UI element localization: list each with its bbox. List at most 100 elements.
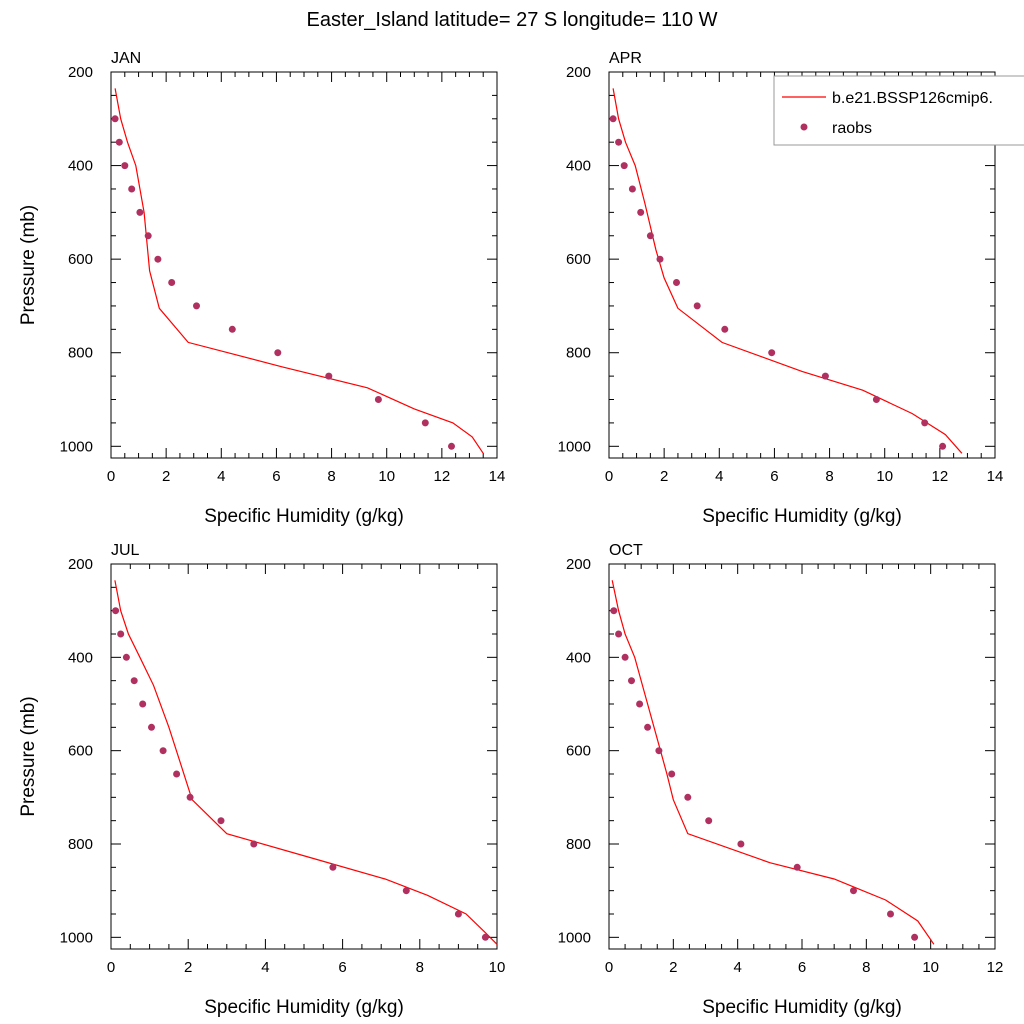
x-tick-label: 2 (669, 959, 677, 976)
x-tick-label: 8 (327, 468, 335, 485)
panel-jan: JAN 0 2 4 6 8 10 12 14 200 400 600 800 1000 Specific H… (18, 50, 505, 527)
obs-point (115, 138, 123, 146)
obs-point (325, 372, 333, 380)
obs-point (637, 208, 645, 216)
y-axis-label: Pressure (mb) (18, 696, 39, 816)
y-tick-label: 800 (68, 345, 93, 362)
legend-box (773, 75, 1024, 146)
obs-point (217, 817, 225, 825)
obs-point (646, 232, 654, 240)
x-tick-label: 6 (770, 468, 778, 485)
obs-point (737, 840, 745, 848)
x-tick-label: 12 (987, 959, 1004, 976)
obs-point (628, 677, 635, 685)
obs-point (656, 255, 664, 263)
y-tick-label: 400 (566, 158, 591, 175)
figure-title: Easter_Island latitude= 27 S longitude= … (306, 9, 717, 31)
x-tick-label: 14 (489, 468, 506, 485)
obs-point (850, 887, 857, 895)
y-tick-label: 1000 (60, 929, 93, 946)
x-tick-label: 6 (272, 468, 280, 485)
model-line (114, 88, 484, 454)
obs-point (721, 325, 729, 333)
obs-point (655, 747, 663, 755)
obs-point (128, 185, 136, 193)
obs-point (668, 770, 676, 778)
panel-title: JAN (111, 50, 141, 67)
y-tick-label: 600 (566, 251, 591, 268)
panel-title: APR (609, 50, 642, 67)
obs-point (673, 279, 680, 286)
model-line (612, 88, 963, 454)
obs-point (173, 770, 181, 778)
x-axis-label: Specific Humidity (g/kg) (702, 997, 902, 1018)
obs-point (620, 162, 628, 170)
obs-point (329, 863, 337, 871)
y-tick-label: 200 (566, 556, 591, 573)
obs-point (821, 372, 829, 380)
obs-point (122, 653, 130, 661)
y-tick-label: 1000 (60, 438, 93, 455)
obs-point (111, 115, 119, 123)
x-tick-label: 2 (660, 468, 668, 485)
x-tick-label: 10 (876, 468, 893, 485)
x-tick-label: 0 (107, 959, 115, 976)
obs-point (136, 208, 144, 216)
panels: JAN 0 2 4 6 8 10 12 14 200 400 600 800 1000 Specific H… (18, 50, 1003, 1018)
panel-oct: OCT 0 2 4 6 8 10 12 200 400 600 800 1000 Specific Hum… (558, 542, 1004, 1018)
y-tick-label: 200 (68, 556, 93, 573)
panel-apr: APR 0 2 4 6 8 10 12 14 200 400 600 800 1000 Specific H… (558, 50, 1004, 527)
y-tick-label: 800 (566, 836, 591, 853)
y-tick-label: 200 (68, 64, 93, 81)
obs-point (402, 887, 410, 895)
obs-point (374, 396, 382, 403)
obs-point (454, 910, 462, 918)
model-line (611, 580, 935, 945)
obs-point (139, 700, 147, 708)
x-tick-label: 8 (825, 468, 833, 485)
obs-point (644, 723, 652, 731)
x-tick-label: 12 (932, 468, 949, 485)
y-tick-label: 600 (68, 251, 93, 268)
x-tick-label: 2 (184, 959, 192, 976)
y-tick-label: 400 (68, 649, 93, 666)
y-tick-label: 800 (68, 836, 93, 853)
obs-point (148, 723, 155, 731)
panel-title: JUL (111, 542, 140, 559)
obs-point (768, 349, 776, 357)
obs-point (628, 185, 636, 193)
y-tick-label: 200 (566, 64, 591, 81)
x-tick-label: 4 (261, 959, 269, 976)
x-tick-label: 14 (987, 468, 1004, 485)
x-tick-label: 0 (605, 959, 613, 976)
obs-point (684, 793, 692, 801)
obs-point (887, 910, 894, 918)
obs-point (921, 419, 929, 427)
obs-point (872, 396, 880, 403)
x-tick-label: 6 (798, 959, 806, 976)
x-tick-label: 4 (733, 959, 741, 976)
legend-obs-marker (800, 123, 808, 131)
obs-point (615, 630, 623, 638)
y-tick-label: 600 (566, 743, 591, 760)
y-axis-label: Pressure (mb) (18, 205, 39, 325)
obs-point (250, 840, 258, 848)
panel-title: OCT (609, 542, 643, 559)
y-tick-label: 600 (68, 743, 93, 760)
obs-point (481, 933, 489, 941)
obs-point (421, 419, 429, 427)
obs-point (615, 138, 623, 146)
obs-point (228, 325, 236, 333)
obs-point (621, 653, 629, 661)
y-tick-label: 800 (566, 345, 591, 362)
x-tick-label: 4 (715, 468, 723, 485)
obs-point (144, 232, 152, 240)
obs-point (159, 747, 167, 755)
panel-jul: JUL 0 2 4 6 8 10 200 400 600 800 1000 Specific Humid… (18, 542, 505, 1018)
obs-point (193, 302, 200, 310)
legend: b.e21.BSSP126cmip6. raobs (773, 75, 1024, 146)
obs-point (274, 349, 282, 357)
x-axis-label: Specific Humidity (g/kg) (702, 506, 902, 527)
